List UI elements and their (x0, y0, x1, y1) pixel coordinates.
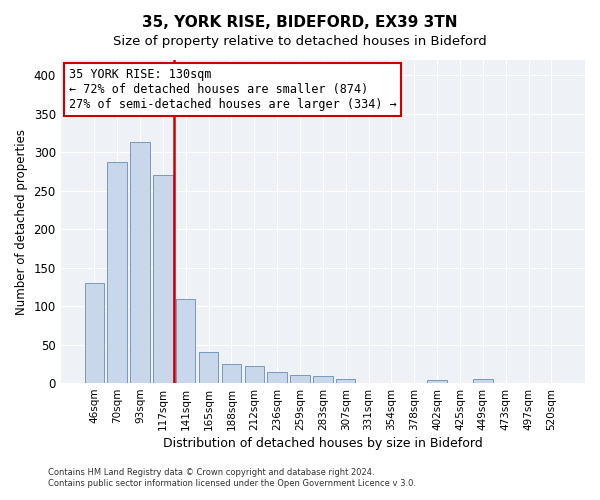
Text: 35 YORK RISE: 130sqm
← 72% of detached houses are smaller (874)
27% of semi-deta: 35 YORK RISE: 130sqm ← 72% of detached h… (68, 68, 396, 111)
Bar (199, 352, 218, 383)
Bar (221, 364, 241, 383)
Bar (153, 176, 173, 383)
Bar (268, 372, 287, 383)
Bar (130, 142, 149, 383)
Bar (427, 380, 447, 383)
Bar (290, 376, 310, 383)
Bar (176, 299, 196, 383)
Text: Size of property relative to detached houses in Bideford: Size of property relative to detached ho… (113, 35, 487, 48)
Bar (245, 366, 264, 383)
Bar (85, 283, 104, 383)
Text: Contains HM Land Registry data © Crown copyright and database right 2024.
Contai: Contains HM Land Registry data © Crown c… (48, 468, 416, 487)
Text: 35, YORK RISE, BIDEFORD, EX39 3TN: 35, YORK RISE, BIDEFORD, EX39 3TN (142, 15, 458, 30)
Bar (473, 379, 493, 383)
X-axis label: Distribution of detached houses by size in Bideford: Distribution of detached houses by size … (163, 437, 483, 450)
Bar (336, 379, 355, 383)
Bar (107, 162, 127, 383)
Bar (313, 376, 332, 383)
Y-axis label: Number of detached properties: Number of detached properties (15, 128, 28, 314)
